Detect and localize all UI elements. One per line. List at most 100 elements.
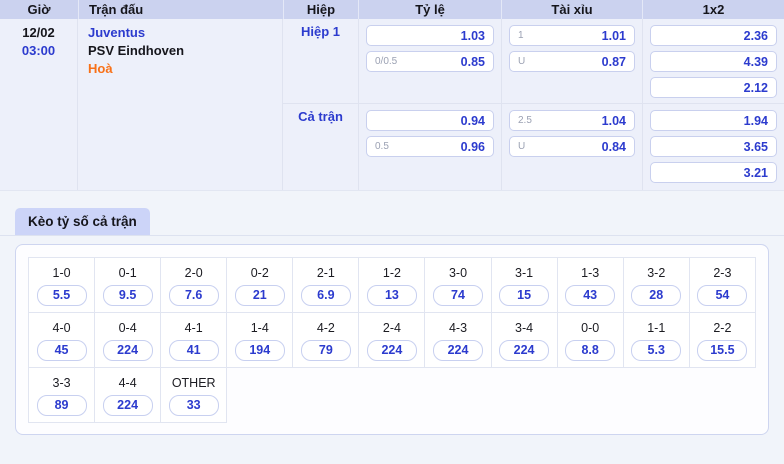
score-label: 1-3 — [581, 266, 600, 280]
score-odds-button[interactable]: 79 — [300, 340, 351, 361]
home-team-link[interactable]: Juventus — [88, 25, 146, 40]
score-odds-button[interactable]: 9.5 — [102, 285, 153, 306]
handicap-label: U — [518, 56, 526, 67]
score-odds-button[interactable]: 74 — [433, 285, 483, 306]
score-label: 3-2 — [647, 266, 666, 280]
col-header-match: Trận đấu — [78, 0, 283, 19]
score-label: 2-3 — [713, 266, 732, 280]
odds-box[interactable]: 1 1.01 — [509, 25, 635, 46]
score-cell: 2-4 224 — [358, 312, 426, 368]
handicap-label: 1 — [518, 30, 524, 41]
one-x-two-cell: 1.94 3.65 3.21 — [642, 103, 784, 190]
odds-box[interactable]: 0.94 — [366, 110, 494, 131]
score-cell: 1-4 194 — [226, 312, 294, 368]
score-odds-button[interactable]: 8.8 — [565, 340, 616, 361]
odds-box[interactable]: 4.39 — [650, 51, 777, 72]
score-cell: OTHER 33 — [160, 367, 228, 423]
score-label: 2-4 — [382, 321, 401, 335]
odds-box[interactable]: 3.65 — [650, 136, 777, 157]
odds-box[interactable]: 3.21 — [650, 162, 777, 183]
score-label: 0-4 — [118, 321, 137, 335]
tab-score-odds[interactable]: Kèo tỷ số cả trận — [15, 208, 150, 235]
away-team-label: PSV Eindhoven — [88, 43, 185, 58]
score-odds-button[interactable]: 224 — [102, 340, 153, 361]
col-header-over-under: Tài xỉu — [501, 0, 642, 19]
score-label: 3-1 — [515, 266, 534, 280]
group-label: Hiệp 1 — [300, 24, 340, 39]
score-cell: 3-4 224 — [490, 312, 558, 368]
score-odds-button[interactable]: 224 — [102, 395, 153, 416]
handicap-label: 0/0.5 — [375, 56, 398, 67]
score-cell: 3-1 15 — [490, 257, 558, 313]
score-label: 0-0 — [581, 321, 600, 335]
score-label: OTHER — [171, 376, 216, 390]
score-label: 1-4 — [250, 321, 269, 335]
col-header-time: Giờ — [27, 2, 51, 17]
score-odds-button[interactable]: 89 — [36, 395, 87, 416]
empty-cell — [227, 368, 756, 423]
score-cell: 1-0 5.5 — [27, 257, 96, 313]
odds-table-body: 12/02 03:00 Juventus PSV Eindhoven Hoà H… — [0, 19, 784, 190]
odds-box[interactable]: 2.5 1.04 — [509, 110, 635, 131]
odds-value: 0.85 — [460, 54, 485, 69]
handicap-label: U — [518, 141, 526, 152]
score-odds-button[interactable]: 224 — [433, 340, 483, 361]
score-odds-button[interactable]: 43 — [565, 285, 616, 306]
odds-value: 0.84 — [601, 139, 626, 154]
odds-value: 4.39 — [743, 54, 768, 69]
score-label: 1-0 — [52, 266, 71, 280]
score-cell: 0-4 224 — [94, 312, 162, 368]
half-group-cell: Cả trận — [283, 103, 358, 190]
score-cell: 4-2 79 — [292, 312, 360, 368]
score-odds-button[interactable]: 5.5 — [36, 285, 87, 306]
score-odds-button[interactable]: 5.3 — [631, 340, 682, 361]
score-odds-panel: 1-0 5.5 0-1 9.5 2-0 7.6 0-2 21 2-1 6.9 1-2 13 3-0 74 3… — [15, 244, 769, 435]
score-odds-button[interactable]: 7.6 — [168, 285, 219, 306]
score-row: 4-0 45 0-4 224 4-1 41 1-4 194 4-2 79 2-4 224 4-3 224 3… — [27, 312, 757, 368]
odds-box[interactable]: 1.03 — [366, 25, 494, 46]
odds-groups: Hiệp 1 1.03 0/0.5 0.85 1 1.01 U 0.87 2.36 4.39 2.1… — [283, 19, 784, 190]
odds-box[interactable]: 0.5 0.96 — [366, 136, 494, 157]
match-time-cell: 12/02 03:00 — [0, 19, 78, 190]
score-odds-button[interactable]: 54 — [697, 285, 748, 306]
draw-label: Hoà — [88, 61, 113, 76]
score-odds-button[interactable]: 13 — [366, 285, 417, 306]
col-header-half: Hiệp — [283, 0, 358, 19]
score-odds-button[interactable]: 41 — [168, 340, 219, 361]
handicap-label: 0.5 — [375, 141, 389, 152]
score-cell: 1-3 43 — [556, 257, 624, 313]
score-label: 4-4 — [118, 376, 137, 390]
odds-box[interactable]: 2.36 — [650, 25, 777, 46]
score-odds-button[interactable]: 45 — [36, 340, 87, 361]
score-cell: 1-2 13 — [358, 257, 426, 313]
odds-value: 0.94 — [460, 113, 485, 128]
score-cell: 4-3 224 — [424, 312, 492, 368]
odds-box[interactable]: 1.94 — [650, 110, 777, 131]
score-cell: 0-2 21 — [226, 257, 294, 313]
score-cell: 2-0 7.6 — [160, 257, 228, 313]
odds-box[interactable]: U 0.84 — [509, 136, 635, 157]
half-group-cell: Hiệp 1 — [283, 19, 358, 103]
score-label: 0-1 — [118, 266, 137, 280]
rate-cell: 1.03 0/0.5 0.85 — [358, 19, 501, 103]
score-label: 0-2 — [250, 266, 269, 280]
score-cell: 4-4 224 — [94, 367, 162, 423]
odds-box[interactable]: 0/0.5 0.85 — [366, 51, 494, 72]
over_under-cell: 2.5 1.04 U 0.84 — [501, 103, 642, 190]
score-odds-button[interactable]: 15.5 — [697, 340, 748, 361]
match-kickoff-time: 03:00 — [21, 43, 56, 58]
odds-box[interactable]: 2.12 — [650, 77, 777, 98]
score-odds-button[interactable]: 194 — [234, 340, 285, 361]
score-odds-button[interactable]: 21 — [234, 285, 285, 306]
rate-cell: 0.94 0.5 0.96 — [358, 103, 501, 190]
score-cell: 3-0 74 — [424, 257, 492, 313]
score-odds-button[interactable]: 6.9 — [300, 285, 351, 306]
score-odds-button[interactable]: 224 — [499, 340, 550, 361]
score-label: 3-4 — [515, 321, 534, 335]
match-teams-cell: Juventus PSV Eindhoven Hoà — [78, 19, 283, 190]
odds-box[interactable]: U 0.87 — [509, 51, 635, 72]
score-odds-button[interactable]: 28 — [631, 285, 682, 306]
score-odds-button[interactable]: 15 — [499, 285, 550, 306]
score-odds-button[interactable]: 224 — [366, 340, 417, 361]
score-odds-button[interactable]: 33 — [168, 395, 219, 416]
